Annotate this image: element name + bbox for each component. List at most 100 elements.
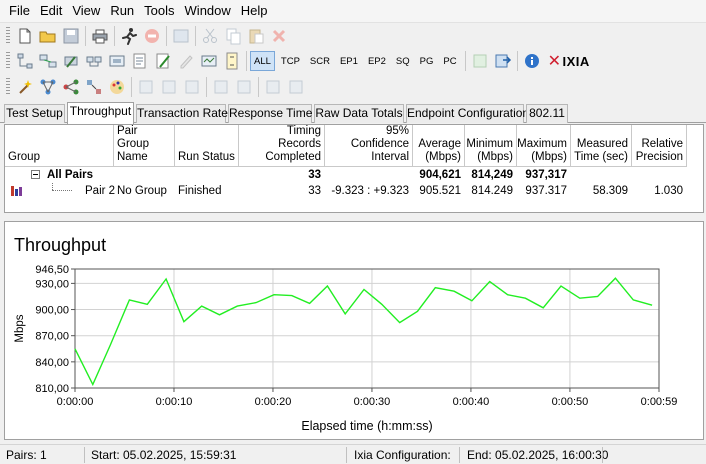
toolbar-grip[interactable] [6,52,10,70]
add-pair-button[interactable] [14,50,36,72]
ixia-logo: ✕ IXIA [548,51,590,71]
column-header-minimum[interactable]: Minimum (Mbps) [465,125,517,167]
pair-label[interactable]: Pair 2 [85,185,116,197]
column-header-label: Run Status [178,151,235,163]
protocol-filter-pg[interactable]: PG [419,56,434,67]
tool-button-12[interactable] [285,76,307,98]
protocol-filter-pc[interactable]: PC [443,56,457,67]
tool-button-4[interactable] [83,76,105,98]
y-tick-label: 900,00 [35,305,69,317]
pair-measured-time: 58.309 [592,185,628,197]
tab-802-11[interactable]: 802.11 [526,104,568,123]
menu-edit[interactable]: Edit [39,3,63,18]
paste-button[interactable] [245,25,267,47]
menu-window[interactable]: Window [184,3,231,18]
edit-pair-button[interactable] [60,50,82,72]
status-start-time: Start: 05.02.2025, 15:59:31 [91,448,237,462]
export-icon [495,54,511,68]
collapse-toggle[interactable] [31,170,40,179]
new-file-icon [19,28,31,43]
column-header-pair-group-name[interactable]: Pair Group Name [114,125,175,167]
toolbar-grip[interactable] [6,26,10,45]
new-file-button[interactable] [14,25,36,47]
column-header-timing-records[interactable]: Timing Records Completed [239,125,325,167]
tool-button-8[interactable] [181,76,203,98]
copy-button[interactable] [222,25,244,47]
endpoint-button[interactable] [106,50,128,72]
wizard-toolbar [0,74,706,100]
tab-raw-data-totals[interactable]: Raw Data Totals [314,104,404,123]
column-header-relative-precision[interactable]: Relative Precision [632,125,687,167]
ping-button[interactable] [198,50,220,72]
tool-button-7[interactable] [158,76,180,98]
column-header-confidence-interval[interactable]: 95% Confidence Interval [325,125,413,167]
toolbar-separator [246,51,247,71]
filter-button[interactable] [469,50,491,72]
tab-test-setup[interactable]: Test Setup [4,104,65,123]
disabled-tool-button[interactable] [175,50,197,72]
column-header-label: 95% Confidence Interval [350,125,409,163]
export-button[interactable] [492,50,514,72]
graph-icon [40,79,56,95]
protocol-filter-ep1[interactable]: EP1 [339,56,358,67]
counter-button[interactable] [221,50,243,72]
throughput-chart-panel: Throughput 810,00 840,00 870,00 900,00 930,0… [4,221,704,440]
status-bar: Pairs: 1 Start: 05.02.2025, 15:59:31 Ixi… [0,444,706,464]
protocol-filter-scr[interactable]: SCR [309,56,330,67]
tool-button-2[interactable] [37,76,59,98]
network-map-icon [63,79,79,95]
disabled-tool-icon [185,80,199,94]
toolbar-grip[interactable] [6,78,10,96]
tab-throughput[interactable]: Throughput [67,102,134,124]
cut-button[interactable] [199,25,221,47]
refresh-button[interactable] [170,25,192,47]
throughput-chart[interactable]: 810,00 840,00 870,00 900,00 930,00 946,50 0:00… [5,222,703,439]
protocol-filter-sq[interactable]: SQ [395,56,410,67]
info-button[interactable] [521,50,543,72]
wizard-button[interactable] [14,76,36,98]
script-button[interactable] [129,50,151,72]
save-icon [63,28,79,43]
stop-button[interactable] [141,25,163,47]
run-button[interactable] [118,25,140,47]
tab-transaction-rate[interactable]: Transaction Rate [136,104,228,123]
protocol-filter-tcp[interactable]: TCP [280,56,300,67]
tab-endpoint-configuration[interactable]: Endpoint Configuration [406,104,529,123]
edit-script-button[interactable] [152,50,174,72]
topology-icon [87,80,101,94]
summary-records: 33 [308,169,321,181]
tool-button-11[interactable] [262,76,284,98]
runner-icon [122,27,137,45]
open-button[interactable] [37,25,59,47]
menu-file[interactable]: File [9,3,30,18]
all-pairs-label[interactable]: All Pairs [47,169,94,181]
y-tick-label: 870,00 [35,331,69,343]
disabled-tool-icon [237,80,251,94]
column-header-run-status[interactable]: Run Status [175,125,239,167]
column-header-average[interactable]: Average (Mbps) [413,125,465,167]
delete-button[interactable] [268,25,290,47]
protocol-filter-ep2[interactable]: EP2 [367,56,386,67]
menu-tools[interactable]: Tools [144,3,175,18]
column-header-measured-time[interactable]: Measured Time (sec) [571,125,632,167]
column-header-group[interactable]: Group [5,125,114,167]
ping-icon [201,55,217,67]
tool-button-6[interactable] [135,76,157,98]
tool-button-10[interactable] [233,76,255,98]
pair-average: 905.521 [419,185,461,197]
protocol-filter-all[interactable]: ALL [250,51,275,71]
menu-run[interactable]: Run [110,3,135,18]
menu-view[interactable]: View [72,3,101,18]
tool-button-5[interactable] [106,76,128,98]
add-multicast-button[interactable] [37,50,59,72]
tab-response-time[interactable]: Response Time [228,104,312,123]
network-button[interactable] [83,50,105,72]
status-ixia-configuration: Ixia Configuration: [354,448,451,462]
menu-help[interactable]: Help [240,3,268,18]
tool-button-9[interactable] [210,76,232,98]
print-button[interactable] [89,25,111,47]
tool-button-3[interactable] [60,76,82,98]
status-separator [84,447,85,463]
save-button[interactable] [60,25,82,47]
column-header-maximum[interactable]: Maximum (Mbps) [517,125,571,167]
